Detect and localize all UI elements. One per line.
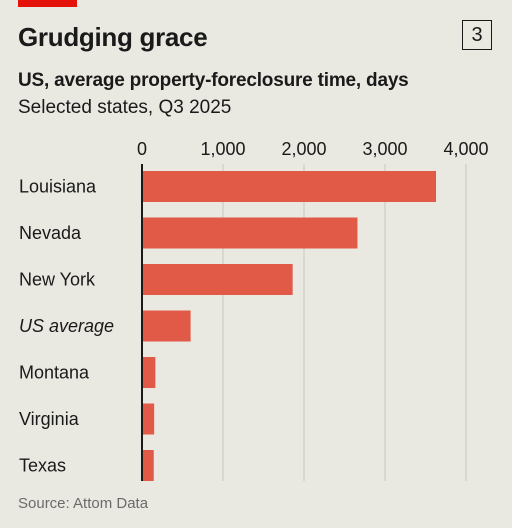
category-label: New York: [19, 270, 96, 290]
bar-chart: 0 1,000 2,000 3,000 4,000 Louisiana Nevada New …: [19, 139, 489, 481]
chart-subtitle: US, average property-foreclosure time, d…: [18, 70, 409, 91]
chart-subsubtitle: Selected states, Q3 2025: [18, 97, 232, 118]
source-note: Source: Attom Data: [18, 495, 149, 512]
x-tick-label: 3,000: [362, 139, 407, 159]
chart-title: Grudging grace: [18, 22, 208, 52]
x-tick-label: 4,000: [443, 139, 488, 159]
bar: [142, 403, 155, 435]
bar: [142, 310, 191, 342]
bar: [142, 357, 156, 388]
x-tick-label: 2,000: [281, 139, 326, 159]
category-label: US average: [19, 316, 114, 336]
bar: [142, 264, 293, 295]
bar: [142, 450, 154, 481]
bar: [142, 171, 437, 202]
category-label: Virginia: [19, 409, 80, 429]
category-label: Texas: [19, 456, 66, 476]
category-label: Nevada: [19, 223, 82, 243]
x-tick-label: 0: [137, 139, 147, 159]
category-label: Louisiana: [19, 177, 97, 197]
category-label: Montana: [19, 363, 90, 383]
accent-bar: [18, 0, 77, 7]
x-tick-label: 1,000: [200, 139, 245, 159]
bar: [142, 217, 358, 249]
chart-number-badge: 3: [462, 20, 492, 50]
